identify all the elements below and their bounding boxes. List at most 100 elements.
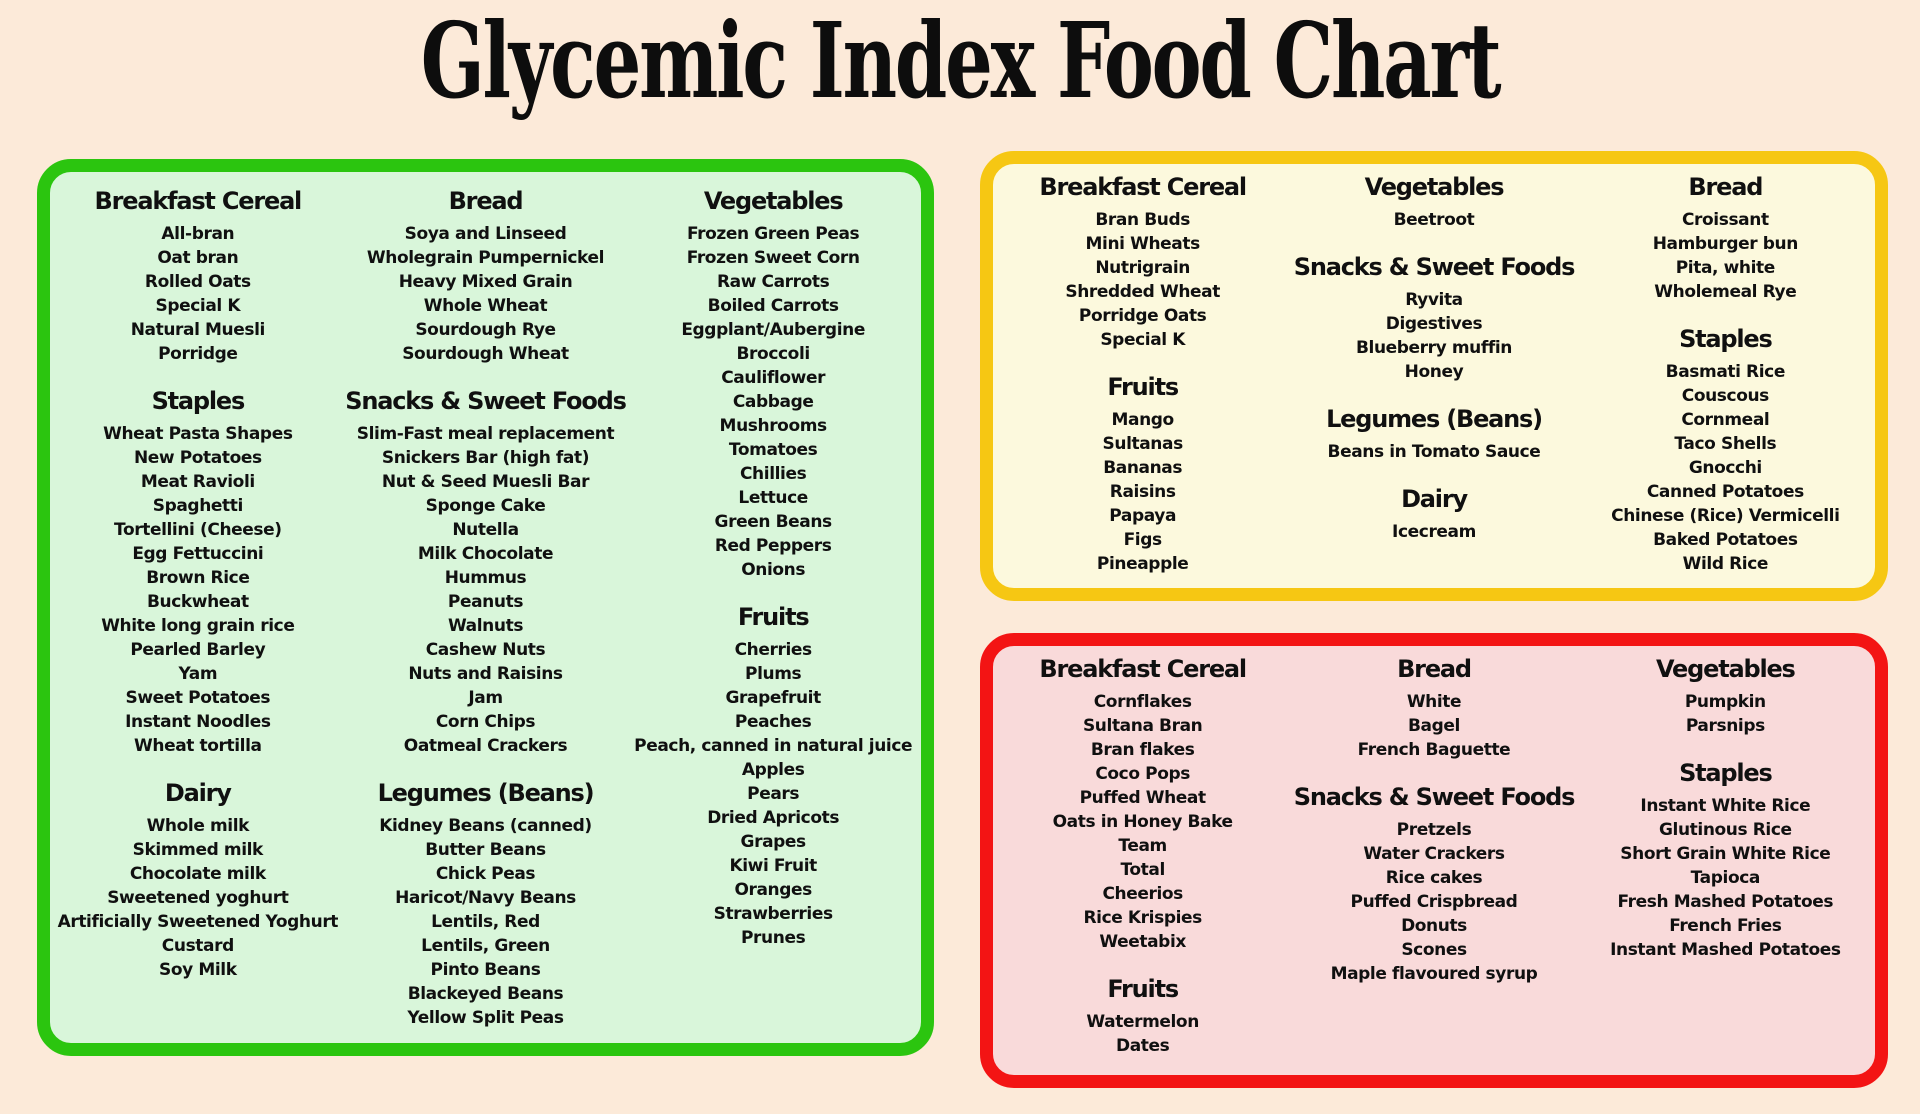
food-item: Pears (747, 784, 800, 804)
category-heading: Snacks & Sweet Foods (345, 387, 627, 415)
food-item: Chick Peas (435, 864, 536, 884)
high-gi-red-panel: Breakfast Cereal Cornflakes Sultana Bran Br… (980, 633, 1888, 1088)
food-item: White long grain rice (101, 616, 295, 636)
food-item: Sultanas (1102, 434, 1184, 454)
food-item: Water Crackers (1363, 844, 1505, 864)
food-item: Sweet Potatoes (125, 688, 271, 708)
food-item: Porridge Oats (1078, 306, 1207, 326)
food-item: Oat bran (157, 248, 239, 268)
panel-column: Bread Croissant Hamburger bun Pita, white Wh… (1580, 172, 1871, 576)
food-item: Onions (741, 560, 806, 580)
food-item: New Potatoes (133, 448, 262, 468)
food-item: Artificially Sweetened Yoghurt (57, 912, 339, 932)
category-heading: Vegetables (703, 187, 844, 215)
food-item: Raw Carrots (716, 272, 830, 292)
food-item: French Fries (1669, 916, 1782, 936)
food-item: Slim-Fast meal replacement (356, 424, 615, 444)
food-item: Frozen Sweet Corn (686, 248, 860, 268)
food-item: Weetabix (1099, 932, 1186, 952)
food-item: Plums (745, 664, 802, 684)
food-item: Baked Potatoes (1653, 530, 1798, 550)
food-item: Soya and Linseed (404, 224, 567, 244)
food-item: French Baguette (1357, 740, 1511, 760)
food-item: Total (1120, 860, 1165, 880)
food-item: Digestives (1385, 314, 1483, 334)
category-heading: Fruits (1107, 373, 1179, 401)
food-item: Wild Rice (1682, 554, 1769, 574)
food-item: Rolled Oats (144, 272, 251, 292)
food-item: Couscous (1681, 386, 1770, 406)
food-item: Bagel (1408, 716, 1460, 736)
food-item: Peaches (734, 712, 812, 732)
food-item: Dates (1115, 1036, 1170, 1056)
food-item: Whole Wheat (423, 296, 548, 316)
food-item: Nutella (452, 520, 519, 540)
panel-column: Breakfast Cereal All-bran Oat bran Rolled O… (54, 186, 342, 982)
food-item: Rice Krispies (1083, 908, 1202, 928)
category-heading: Snacks & Sweet Foods (1293, 783, 1576, 811)
food-item: Icecream (1392, 522, 1476, 542)
food-item: Fresh Mashed Potatoes (1617, 892, 1834, 912)
food-item: Raisins (1109, 482, 1176, 502)
panel-column: Vegetables Pumpkin Parsnips Staples Instant … (1580, 654, 1871, 962)
category-heading: Staples (1679, 759, 1773, 787)
food-item: Pearled Barley (130, 640, 266, 660)
category-heading: Bread (448, 187, 524, 215)
category-heading: Bread (1397, 655, 1472, 683)
panel-column: Breakfast Cereal Cornflakes Sultana Bran Br… (997, 654, 1288, 1058)
food-item: Blueberry muffin (1355, 338, 1512, 358)
food-item: Basmati Rice (1665, 362, 1786, 382)
food-item: Croissant (1681, 210, 1769, 230)
food-item: Parsnips (1685, 716, 1765, 736)
food-item: Beans in Tomato Sauce (1327, 442, 1541, 462)
food-item: Butter Beans (425, 840, 546, 860)
category-heading: Vegetables (1656, 655, 1796, 683)
food-item: Scones (1401, 940, 1467, 960)
food-item: Jam (468, 688, 503, 708)
food-item: Honey (1404, 362, 1464, 382)
food-item: Tortellini (Cheese) (114, 520, 282, 540)
food-item: Yellow Split Peas (407, 1008, 564, 1028)
food-item: Instant Mashed Potatoes (1610, 940, 1841, 960)
food-item: Chinese (Rice) Vermicelli (1611, 506, 1840, 526)
food-item: Coco Pops (1095, 764, 1190, 784)
food-item: Wheat tortilla (134, 736, 262, 756)
food-item: Short Grain White Rice (1620, 844, 1831, 864)
food-item: Egg Fettuccini (132, 544, 264, 564)
food-item: Dried Apricots (707, 808, 840, 828)
food-item: Frozen Green Peas (687, 224, 860, 244)
title-area: Glycemic Index Food Chart (0, 0, 1920, 146)
category-heading: Breakfast Cereal (1039, 173, 1247, 201)
food-item: All-bran (161, 224, 235, 244)
food-item: Nut & Seed Muesli Bar (381, 472, 590, 492)
food-item: Meat Ravioli (140, 472, 255, 492)
food-item: Broccoli (736, 344, 811, 364)
category-heading: Dairy (1401, 485, 1468, 513)
food-item: Bananas (1103, 458, 1183, 478)
food-item: Sourdough Wheat (402, 344, 569, 364)
food-item: Bran flakes (1090, 740, 1195, 760)
food-item: Cashew Nuts (425, 640, 546, 660)
food-item: Instant White Rice (1640, 796, 1811, 816)
food-item: Cornmeal (1681, 410, 1770, 430)
food-item: Cheerios (1102, 884, 1183, 904)
food-item: Wholegrain Pumpernickel (366, 248, 605, 268)
food-item: Taco Shells (1674, 434, 1777, 454)
panel-column: Bread Soya and Linseed Wholegrain Pumperni… (342, 186, 630, 1030)
category-heading: Fruits (737, 603, 810, 631)
food-item: Soy Milk (159, 960, 237, 980)
food-item: Eggplant/Aubergine (681, 320, 865, 340)
food-item: Gnocchi (1688, 458, 1762, 478)
food-item: Cauliflower (721, 368, 826, 388)
food-item: Green Beans (714, 512, 833, 532)
category-heading: Bread (1688, 173, 1763, 201)
food-item: Prunes (741, 928, 806, 948)
food-item: White (1406, 692, 1462, 712)
food-item: Boiled Carrots (707, 296, 839, 316)
food-item: Instant Noodles (125, 712, 271, 732)
food-item: Cabbage (732, 392, 814, 412)
food-item: Chocolate milk (129, 864, 266, 884)
food-item: Corn Chips (435, 712, 536, 732)
food-item: Nuts and Raisins (408, 664, 563, 684)
food-item: Chillies (739, 464, 807, 484)
